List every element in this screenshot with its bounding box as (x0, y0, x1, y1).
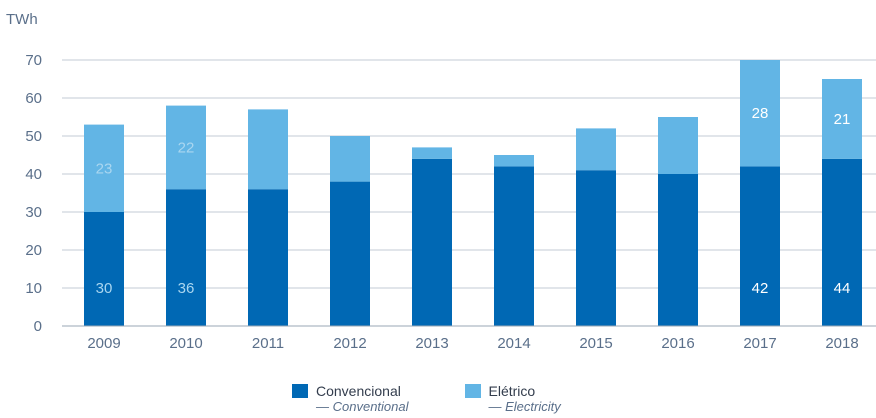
data-label: 22 (178, 139, 195, 156)
bar-segment (166, 105, 206, 190)
y-tick-label: 70 (25, 52, 42, 69)
bar-segment (576, 170, 616, 326)
x-tick-label: 2013 (415, 335, 448, 352)
bar-segment (330, 181, 370, 326)
bar-segment (740, 166, 780, 326)
x-tick-label: 2010 (169, 335, 202, 352)
legend-swatch-eletrico (464, 384, 481, 398)
bars (84, 60, 862, 326)
x-tick-label: 2017 (743, 335, 776, 352)
bar-segment (740, 60, 780, 167)
legend-item-eletrico: Elétrico — Electricity (464, 383, 561, 415)
y-tick-label: 0 (34, 318, 42, 335)
legend-label-eletrico: Elétrico (488, 383, 536, 399)
legend-label-convencional: Convencional (316, 383, 401, 399)
data-labels: 30 23 36 22 42 28 44 21 (96, 105, 851, 297)
bar-segment (330, 136, 370, 182)
bar-segment (84, 124, 124, 212)
data-label: 23 (96, 160, 113, 177)
y-tick-label: 10 (25, 280, 42, 297)
data-label: 36 (178, 280, 195, 297)
bar-segment (822, 158, 862, 326)
bar-segment (166, 189, 206, 326)
bar-segment (658, 117, 698, 174)
bar-segment (576, 128, 616, 171)
bar-segment (658, 174, 698, 326)
axes: 0 10 20 30 40 50 60 70 2009 2010 2011 2012 2013 2014 2… (25, 52, 876, 352)
bar-segment (494, 155, 534, 167)
bar-segment (494, 166, 534, 326)
y-tick-label: 50 (25, 128, 42, 145)
y-tick-label: 20 (25, 242, 42, 259)
data-label: 42 (752, 280, 769, 297)
bar-segment (248, 189, 288, 326)
x-tick-label: 2018 (825, 335, 858, 352)
x-tick-label: 2012 (333, 335, 366, 352)
y-tick-label: 40 (25, 166, 42, 183)
stacked-bar-chart: TWh 30 23 36 22 42 28 44 21 0 10 20 30 40 50 60 70 2009… (6, 11, 876, 352)
y-tick-label: 30 (25, 204, 42, 221)
bar-segment (84, 212, 124, 326)
x-tick-label: 2009 (87, 335, 120, 352)
legend-sublabel-eletrico: — Electricity (488, 399, 561, 414)
legend-sublabel-convencional: — Conventional (316, 399, 409, 414)
bar-segment (412, 147, 452, 159)
data-label: 28 (752, 105, 769, 122)
bar-segment (822, 79, 862, 159)
x-tick-label: 2016 (661, 335, 694, 352)
y-axis-unit-label: TWh (6, 11, 38, 28)
x-tick-label: 2015 (579, 335, 612, 352)
y-tick-label: 60 (25, 90, 42, 107)
data-label: 30 (96, 280, 113, 297)
data-label: 21 (834, 111, 851, 128)
legend: Convencional — Conventional Elétrico — E… (292, 383, 561, 415)
x-tick-label: 2011 (252, 335, 284, 352)
x-tick-label: 2014 (497, 335, 530, 352)
data-label: 44 (834, 280, 851, 297)
legend-item-convencional: Convencional — Conventional (292, 383, 409, 415)
legend-swatch-convencional (292, 384, 308, 398)
bar-segment (412, 158, 452, 326)
bar-segment (248, 109, 288, 190)
